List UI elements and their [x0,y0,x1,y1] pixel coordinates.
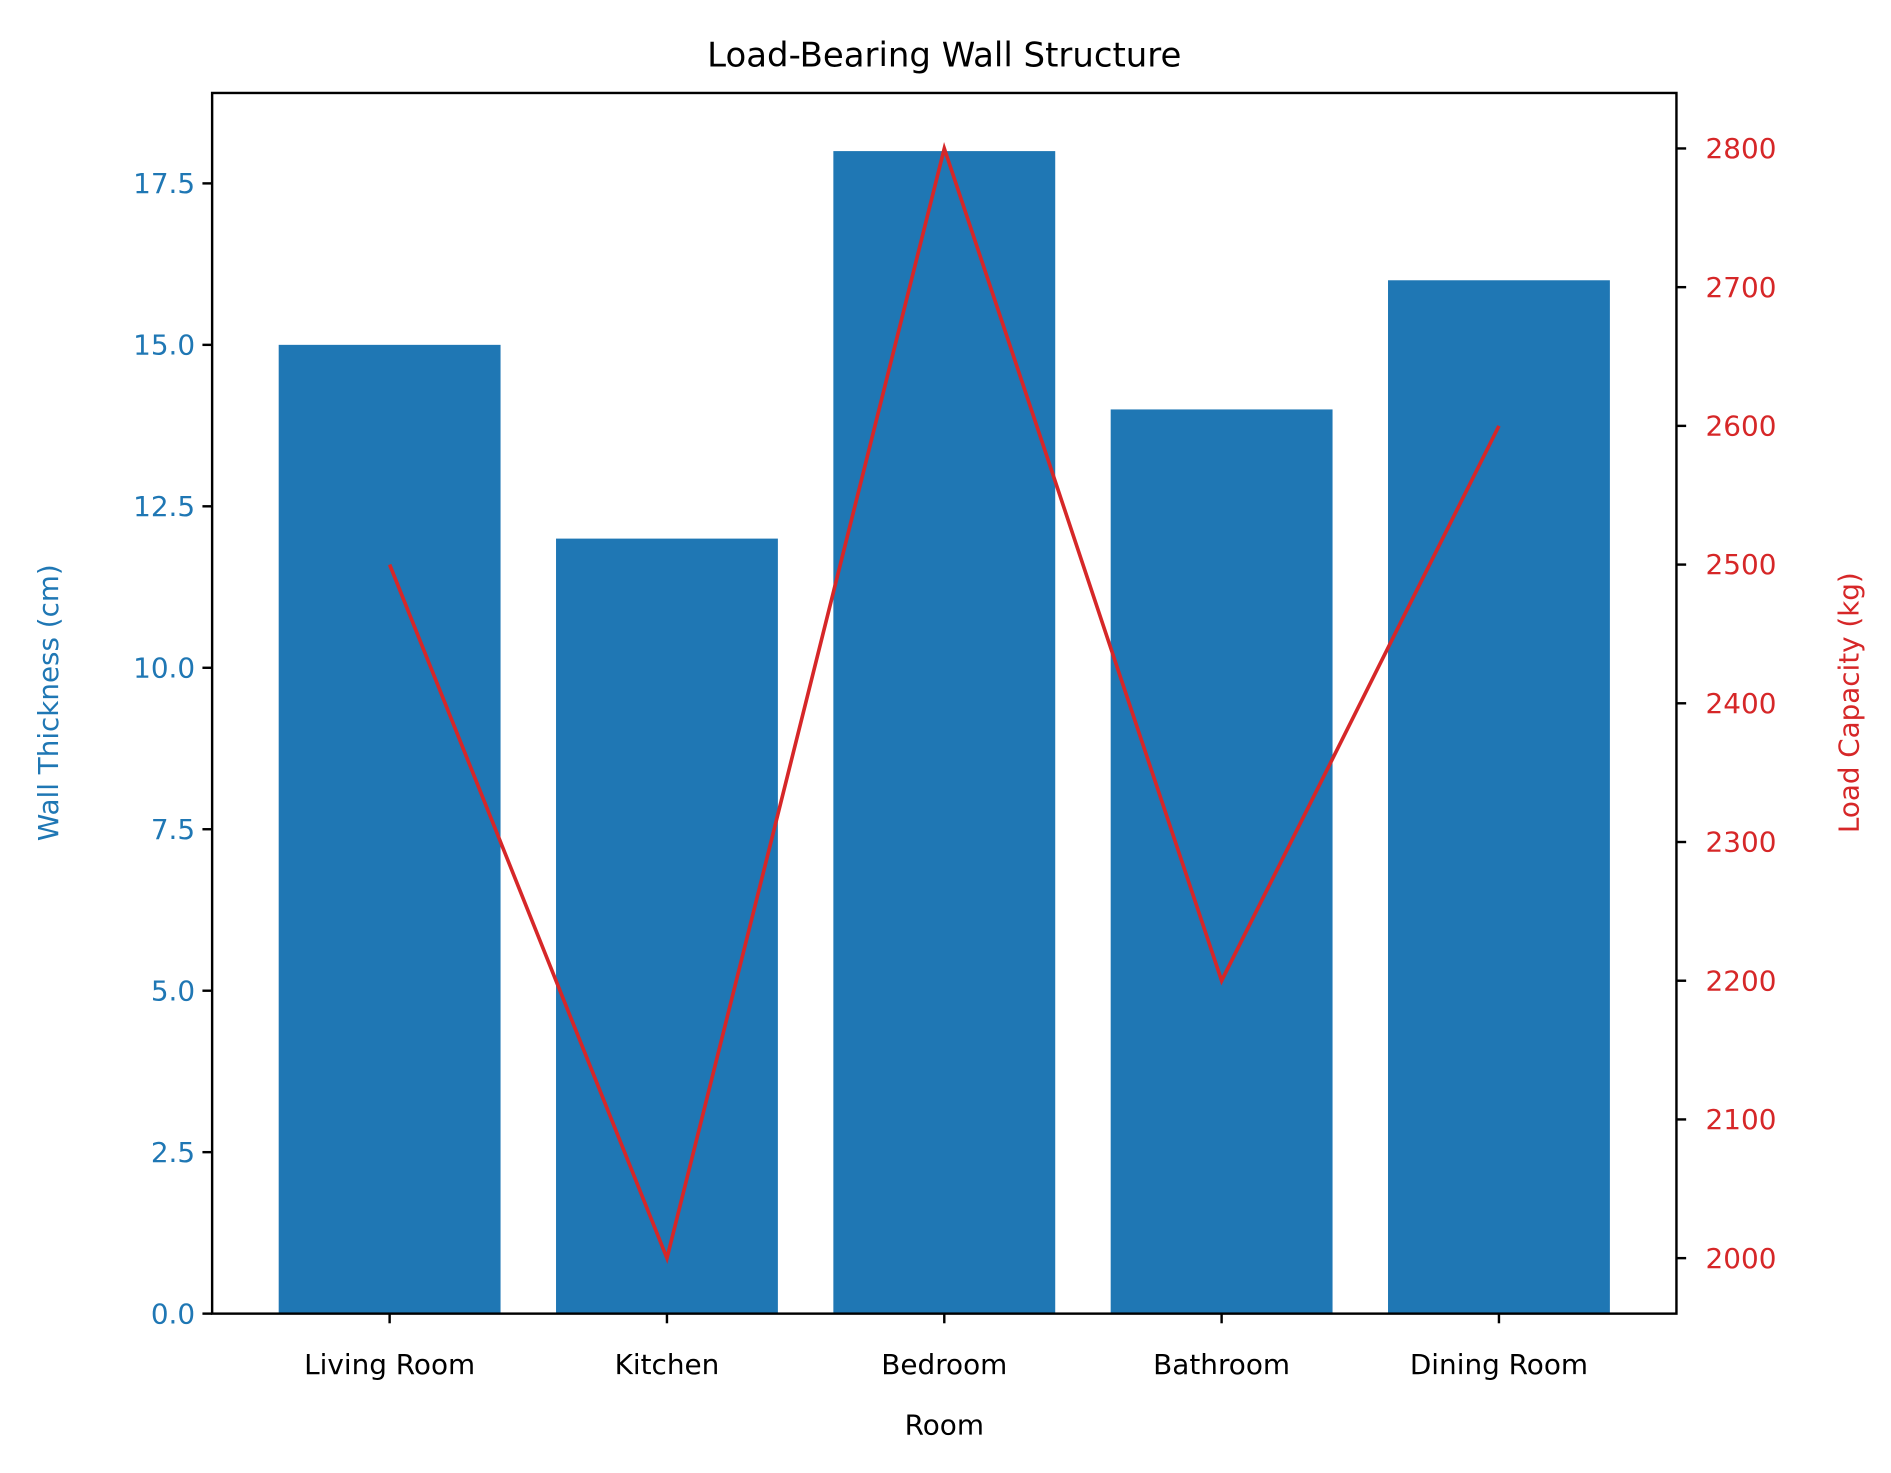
left-y-tick-label: 15.0 [133,329,195,362]
bar-bedroom [833,151,1056,1314]
left-y-axis-label: Wall Thickness (cm) [32,564,65,841]
left-y-tick-label: 10.0 [133,651,195,684]
left-y-tick-label: 17.5 [133,167,195,200]
left-y-tick-label: 12.5 [133,490,195,523]
right-y-tick-label: 2700 [1706,271,1777,304]
x-tick-label: Bedroom [881,1348,1007,1381]
right-y-tick-label: 2300 [1706,826,1777,859]
left-y-tick-label: 0.0 [151,1297,195,1330]
left-y-tick-label: 5.0 [151,974,195,1007]
chart-title: Load-Bearing Wall Structure [707,35,1181,74]
right-y-tick-label: 2400 [1706,687,1777,720]
bars [278,151,1610,1314]
right-y-tick-label: 2500 [1706,548,1777,581]
right-y-tick-label: 2600 [1706,410,1777,443]
bar-kitchen [556,538,778,1314]
left-y-tick-label: 2.5 [151,1136,195,1169]
line-series [387,141,1501,1265]
bar-living-room [278,344,501,1314]
x-tick-label: Kitchen [615,1348,720,1381]
x-axis: Living Room Kitchen Bedroom Bathroom Dining … [304,1313,1588,1381]
left-y-axis: 0.0 2.5 5.0 7.5 10.0 12.5 15.0 17.5 [133,167,213,1330]
right-y-tick-label: 2200 [1706,964,1777,997]
bar-dining-room [1388,280,1610,1314]
left-y-tick-label: 7.5 [151,813,195,846]
bar-bathroom [1110,409,1333,1314]
x-tick-label: Living Room [304,1348,475,1381]
x-axis-label: Room [905,1408,984,1441]
right-y-axis: 2000 2100 2200 2300 2400 2500 2600 2700 2800 [1676,132,1776,1275]
right-y-tick-label: 2000 [1706,1242,1777,1275]
right-y-axis-label: Load Capacity (kg) [1832,572,1865,833]
x-tick-label: Bathroom [1153,1348,1290,1381]
right-y-tick-label: 2800 [1706,132,1777,165]
x-tick-label: Dining Room [1410,1348,1588,1381]
right-y-tick-label: 2100 [1706,1103,1777,1136]
